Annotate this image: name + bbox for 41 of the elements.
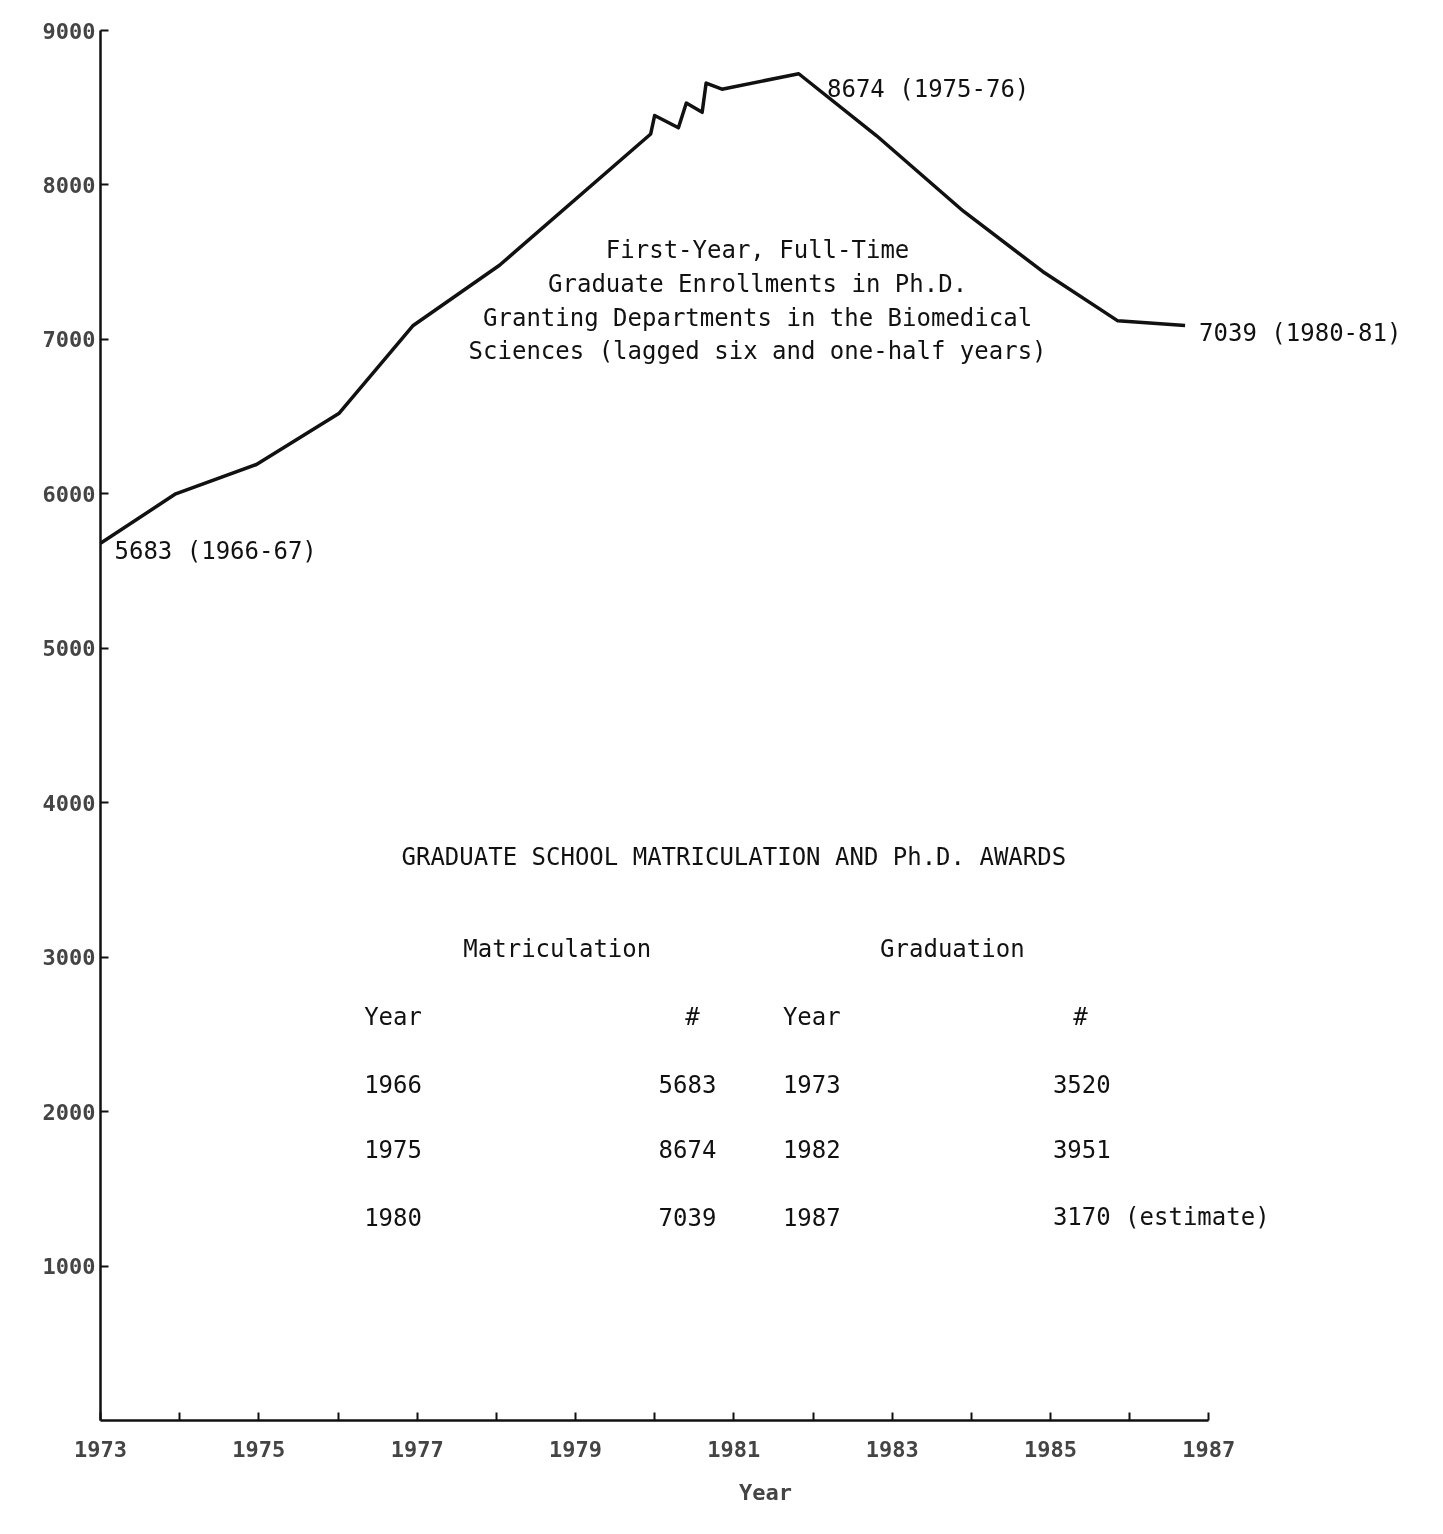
annotation: Year xyxy=(364,1003,422,1032)
y-tick-label: 1000 xyxy=(42,1254,96,1280)
annotation: 7039 xyxy=(658,1203,717,1232)
annotation: 3951 xyxy=(1052,1135,1111,1164)
y-tick-label: 3000 xyxy=(42,945,96,971)
x-tick-label: 1983 xyxy=(865,1436,919,1462)
annotation: 5683 (1966-67) xyxy=(114,536,317,565)
annotation: 1966 xyxy=(364,1070,422,1099)
annotation: 1987 xyxy=(782,1203,841,1232)
y-tick-label: 9000 xyxy=(42,18,96,44)
x-axis-title: Year xyxy=(739,1479,792,1505)
x-tick-label: 1973 xyxy=(74,1436,127,1462)
annotation: # xyxy=(1073,1003,1089,1032)
x-tick-label: 1979 xyxy=(549,1436,602,1462)
x-tick-label: 1975 xyxy=(232,1436,286,1462)
x-tick-label: 1987 xyxy=(1182,1436,1236,1462)
annotation: 1980 xyxy=(364,1203,422,1232)
annotation: GRADUATE SCHOOL MATRICULATION AND Ph.D. AWARDS xyxy=(401,842,1067,871)
annotation: Graduation xyxy=(880,935,1025,964)
y-tick-label: 7000 xyxy=(42,327,96,353)
y-tick-label: 8000 xyxy=(42,172,96,198)
annotation: Year xyxy=(782,1003,841,1032)
annotation: 3520 xyxy=(1052,1070,1111,1099)
annotation: 1982 xyxy=(782,1135,841,1164)
y-tick-label: 2000 xyxy=(42,1099,96,1125)
annotation: 5683 xyxy=(658,1070,717,1099)
y-tick-label: 4000 xyxy=(42,790,96,816)
y-tick-label: 5000 xyxy=(42,636,96,662)
annotation: First-Year, Full-Time Graduate Enrollments in Ph.D. Granting Departments in the Biomedical Sciences (lagged six and one-half years) xyxy=(468,236,1047,366)
annotation: 3170 (estimate) xyxy=(1052,1202,1270,1231)
x-tick-label: 1981 xyxy=(707,1436,761,1462)
annotation: 1973 xyxy=(782,1070,841,1099)
annotation: 7039 (1980-81) xyxy=(1199,319,1402,348)
y-tick-label: 6000 xyxy=(42,481,96,507)
x-tick-label: 1985 xyxy=(1024,1436,1077,1462)
annotation: # xyxy=(685,1003,701,1032)
annotation: 8674 (1975-76) xyxy=(827,74,1030,103)
x-tick-label: 1977 xyxy=(390,1436,444,1462)
annotation: 8674 xyxy=(658,1135,717,1164)
annotation: 1975 xyxy=(364,1135,422,1164)
annotation: Matriculation xyxy=(463,935,652,964)
